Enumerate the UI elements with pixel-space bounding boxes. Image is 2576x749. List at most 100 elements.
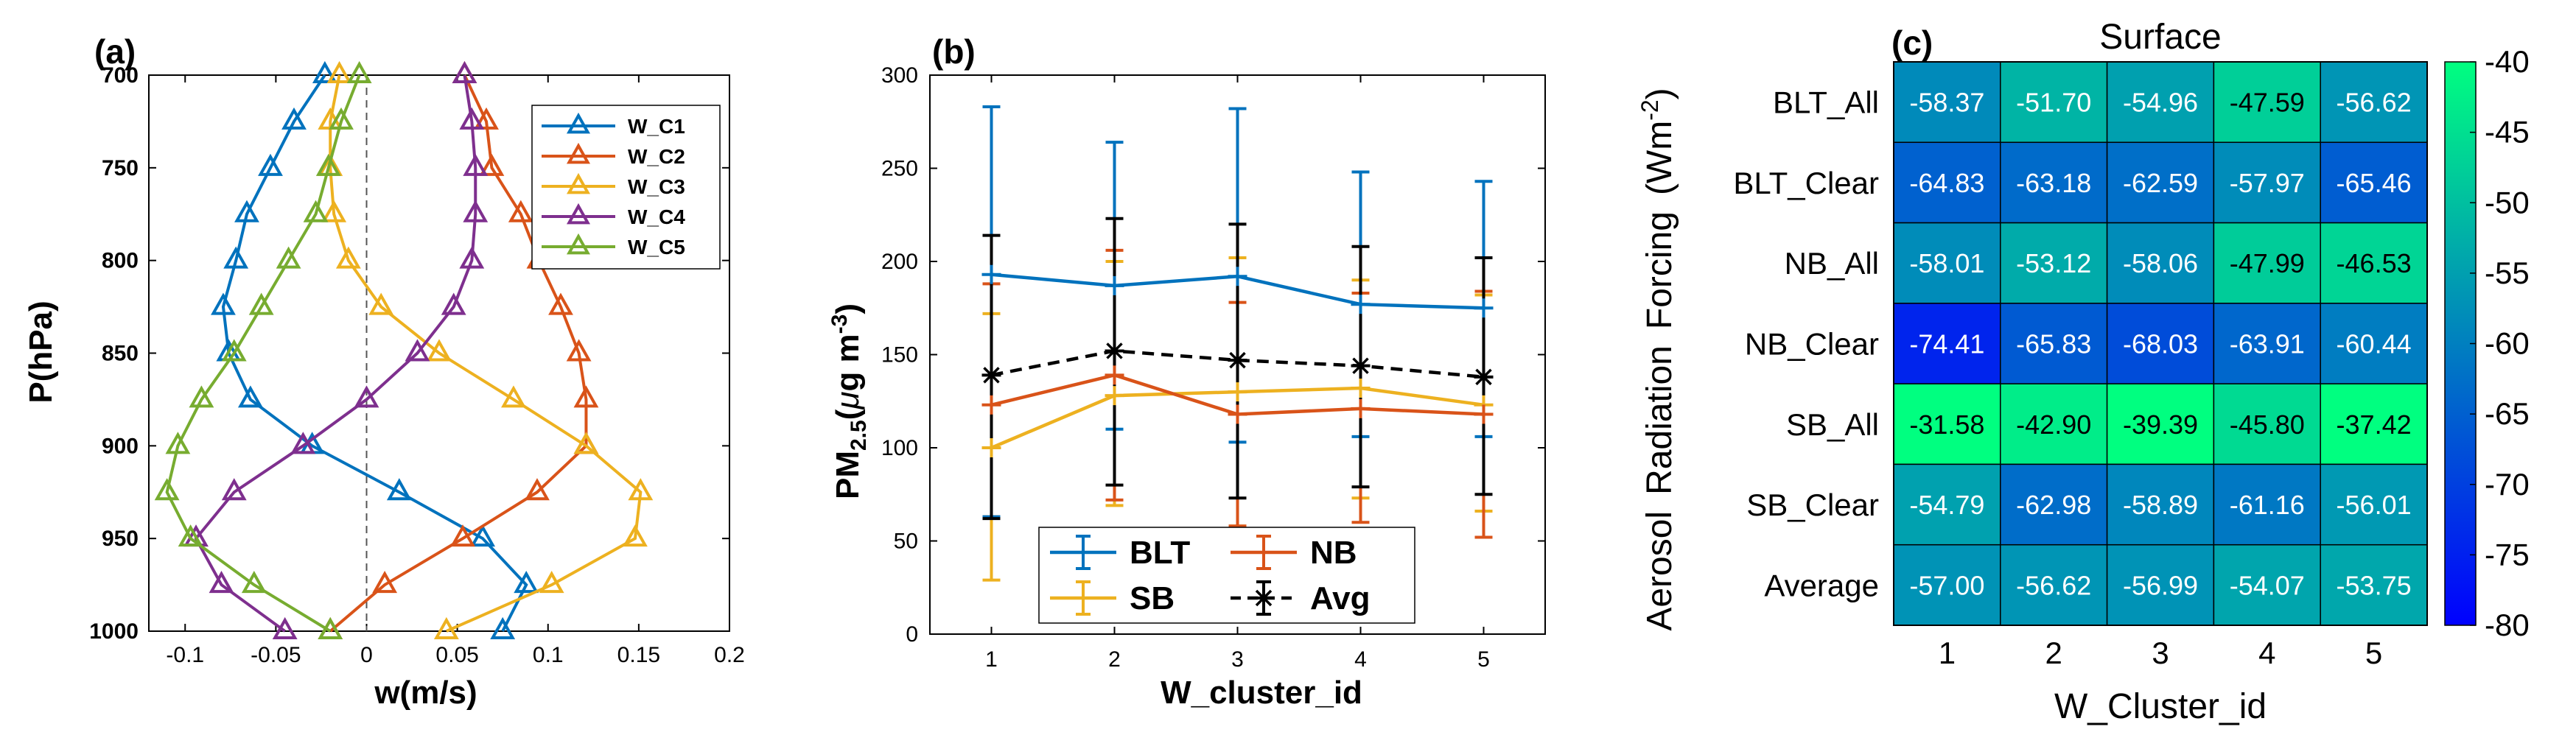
panel-c-colorbar-label: -40 [2485,44,2530,79]
panel-c-cell-label: -65.46 [2337,168,2412,198]
panel-a-marker-W_C4 [405,339,430,362]
panel-c-title: Surface [2099,18,2221,57]
panel-c-cell [2213,463,2321,546]
panel-c-row-label: NB_All [1785,246,1879,281]
panel-a-marker-W_C1 [234,200,259,222]
panel-a-legend-label-W_C2: W_C2 [628,145,685,168]
panel-a-xtick-label: -0.1 [166,643,204,667]
panel-c-row-label: NB_Clear [1745,327,1879,362]
panel-a-series-W_C2 [329,74,588,633]
panel-b-ytick-label: 100 [881,436,918,460]
panel-a-marker-W_C2 [573,385,599,408]
panel-b-marker-Avg [1229,351,1246,369]
panel-c-cell [1893,222,2001,304]
panel-c-row-label: BLT_All [1773,85,1879,120]
panel-b-marker-Avg [1352,357,1369,374]
panel-b-marker-Avg [1106,342,1123,359]
panel-b-ytick-label: 200 [881,250,918,274]
panel-c-frame [1893,61,2428,626]
panel-a-plot-area: -0.1 -0.05 0 0.05 0.1 0.15 0.2 700 750 800 850 900 9… [89,60,745,667]
panel-a-marker-W_C5 [154,478,180,501]
panel-c-cell-label: -74.41 [1909,329,1984,359]
panel-b-legend-label-BLT: BLT [1130,535,1190,571]
panel-a-legend-label-W_C3: W_C3 [628,175,685,198]
panel-b-ytick-label: 0 [906,622,918,647]
panel-a-ytick-label: 1000 [89,619,139,644]
panel-c-cell [2213,61,2321,144]
panel-a-marker-W_C5 [318,616,343,639]
panel-a-marker-W_C1 [237,385,263,408]
panel-c-cell [2000,141,2108,224]
panel-c-cell [2106,61,2215,144]
panel-a-marker-W_C2 [450,524,475,547]
panel-c-cell-label: -61.16 [2230,490,2305,520]
panel-b-legend-marker-Avg [1255,589,1273,607]
panel-c-cell-label: -68.03 [2123,329,2198,359]
panel-c-cell-label: -58.89 [2123,490,2198,520]
panel-a-marker-W_C2 [474,107,499,130]
panel-c-colorbar-label: -55 [2485,256,2530,290]
panel-c-col-label: 2 [2045,636,2062,670]
panel-c-cell-label: -58.37 [1909,88,1984,118]
panel-a-xlabel: w(m/s) [374,675,477,711]
panel-c-cell-label: -54.79 [1909,490,1984,520]
panel-c-cell-label: -56.01 [2337,490,2412,520]
panel-b-ytick-label: 250 [881,157,918,181]
panel-a-marker-W_C1 [470,524,496,547]
panel-c-row-label: SB_All [1786,407,1879,442]
panel-b-xtick-label: 2 [1108,647,1121,672]
panel-c-row-label: SB_Clear [1746,488,1879,522]
panel-a-marker-W_C5 [303,200,329,222]
panel-c-cell-label: -56.62 [2016,570,2091,600]
panel-c-cell [2106,141,2215,224]
panel-a-legend-marker-W_C2 [566,142,591,164]
panel-a-marker-W_C5 [189,385,214,408]
panel-c-cell-label: -64.83 [1909,168,1984,198]
panel-c-cell-label: -53.75 [2337,570,2412,600]
panel-c-col-label: 5 [2365,636,2382,670]
panel-a-marker-W_C1 [211,292,236,315]
panel-b-ytick-label: 300 [881,63,918,88]
panel-b-xtick-label: 3 [1231,647,1244,672]
panel-a-marker-W_C5 [178,524,203,547]
panel-a-xtick-label: 0 [360,643,373,667]
panel-c-cell-label: -56.62 [2337,88,2412,118]
panel-b-legend-label-NB: NB [1310,535,1357,571]
panel-c-cell-label: -37.42 [2337,409,2412,440]
panel-a-ytick-label: 900 [102,434,139,458]
panel-c-cell [2213,141,2321,224]
panel-b-marker-Avg [983,367,1000,384]
panel-c-cell-label: -54.07 [2230,570,2305,600]
panel-a-ytick-label: 750 [102,156,139,180]
panel-a-marker-W_C5 [315,153,341,176]
panel-a-ytick-label: 700 [102,63,139,88]
panel-c-colorbar-label: -50 [2485,185,2530,219]
panel-a-ylabel: P(hPa) [23,300,59,403]
panel-c-cell [2106,222,2215,304]
panel-c-cell [2320,61,2428,144]
panel-c-cell-label: -54.96 [2123,88,2198,118]
panel-b-marker-Avg [1475,368,1492,386]
panel-a-marker-W_C5 [241,571,267,594]
panel-c-cell-label: -47.99 [2230,248,2305,278]
panel-a-marker-W_C2 [548,292,573,315]
panel-a-marker-W_C4 [452,60,477,83]
panel-a-marker-W_C4 [221,478,247,501]
panel-c-colorbar-label: -45 [2485,115,2530,150]
panel-a-legend-marker-W_C4 [566,203,591,225]
panel-b-xtick-label: 1 [985,647,998,672]
panel-a-marker-W_C3 [321,200,347,222]
panel-c-cell [2213,544,2321,626]
panel-a-legend-label-W_C4: W_C4 [628,205,685,228]
panel-a-marker-W_C1 [514,571,539,594]
panel-a-marker-W_C1 [490,616,516,639]
panel-a-marker-W_C3 [433,616,459,639]
panel-a-marker-W_C4 [463,153,489,176]
panel-c-cell [2320,303,2428,384]
panel-c-cell [2000,61,2108,144]
panel-c-row-label: BLT_Clear [1733,166,1879,200]
panel-b-ytick-label: 150 [881,343,918,368]
